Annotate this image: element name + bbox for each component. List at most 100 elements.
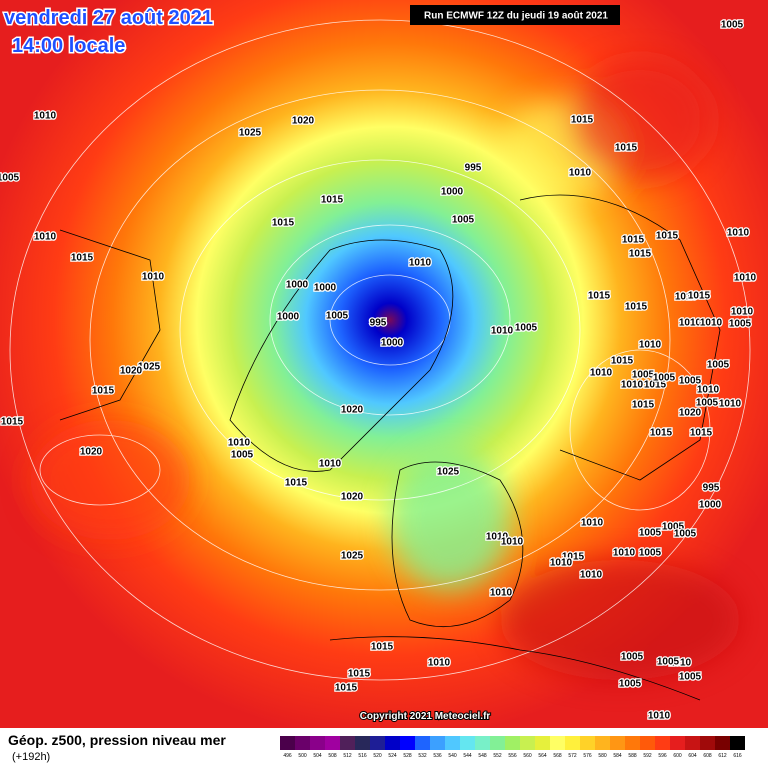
legend-label: 608: [703, 753, 712, 759]
isobar-label: 1005: [721, 20, 744, 31]
isobar-label: 1010: [734, 273, 757, 284]
legend-swatch: [445, 736, 460, 750]
isobar-label: 1005: [679, 376, 702, 387]
legend-swatch: [565, 736, 580, 750]
isobar-label: 995: [370, 318, 387, 329]
isobar-label: 1010: [34, 111, 57, 122]
isobar-labels: 1010102510201015101510059951010100010151…: [0, 18, 758, 723]
isobar-label: 1025: [239, 128, 262, 139]
isobar-label: 1005: [674, 529, 697, 540]
isobar-label: 1005: [515, 323, 538, 334]
legend-label: 576: [583, 753, 592, 759]
run-info: Run ECMWF 12Z du jeudi 19 août 2021: [424, 11, 608, 22]
isobar-label: 1010: [228, 438, 251, 449]
isobar-label: 1015: [622, 235, 645, 246]
legend-swatch: [610, 736, 625, 750]
isobar-label: 1005: [707, 360, 730, 371]
legend-label: 528: [403, 753, 412, 759]
legend-label: 592: [643, 753, 652, 759]
legend-swatch: [355, 736, 370, 750]
legend-label: 500: [298, 753, 307, 759]
isobar-label: 1020: [292, 116, 315, 127]
run-box: [410, 5, 620, 25]
isobar-label: 1010: [34, 232, 57, 243]
isobar-label: 1010: [409, 258, 432, 269]
isobar-label: 1025: [138, 362, 161, 373]
isobar-label: 1015: [321, 195, 344, 206]
isobar-label: 1020: [120, 366, 143, 377]
footer-title: Géop. z500, pression niveau mer: [8, 732, 226, 748]
isobar-label: 1015: [272, 218, 295, 229]
legend-label: 548: [478, 753, 487, 759]
isobar-label: 1005: [231, 450, 254, 461]
isobar-label: 1015: [562, 552, 585, 563]
isobar-label: 1015: [644, 380, 667, 391]
isobar-label: 1010: [700, 318, 723, 329]
legend-swatch: [625, 736, 640, 750]
isobar-label: 1015: [371, 642, 394, 653]
isobar-label: 1000: [441, 187, 464, 198]
isobar-label: 1005: [696, 398, 719, 409]
isobar-label: 995: [703, 483, 720, 494]
legend-swatch: [310, 736, 325, 750]
isobar-label: 1015: [92, 386, 115, 397]
legend-label: 572: [568, 753, 577, 759]
isobar-label: 1010: [669, 658, 692, 669]
isobar-label: 1010: [581, 518, 604, 529]
isobar-label: 1010: [580, 570, 603, 581]
isobar-label: 1010: [613, 548, 636, 559]
coastlines: [59, 194, 721, 701]
legend-swatch: [490, 736, 505, 750]
isobar-label: 1005: [619, 679, 642, 690]
legend-swatch: [460, 736, 475, 750]
isobar-label: 1025: [341, 551, 364, 562]
legend-label: 612: [718, 753, 727, 759]
isobar-label: 1000: [381, 338, 404, 349]
legend-label: 552: [493, 753, 502, 759]
legend-label: 536: [433, 753, 442, 759]
legend-label: 568: [553, 753, 562, 759]
isobar-label: 1010: [731, 307, 754, 318]
legend-label: 600: [673, 753, 682, 759]
isobar-label: 1005: [326, 311, 349, 322]
legend-swatch: [670, 736, 685, 750]
isobar-label: 1005: [679, 672, 702, 683]
isobar-label: 1015: [348, 669, 371, 680]
legend-swatch: [550, 736, 565, 750]
legend-label: 532: [418, 753, 427, 759]
legend-label: 512: [343, 753, 352, 759]
legend-swatch: [280, 736, 295, 750]
legend-swatch: [655, 736, 670, 750]
legend-label: 604: [688, 753, 697, 759]
legend-label: 564: [538, 753, 547, 759]
isobar-label: 1015: [335, 683, 358, 694]
legend-label: 556: [508, 753, 517, 759]
legend-swatch: [580, 736, 595, 750]
legend-swatch: [370, 736, 385, 750]
legend-swatch: [295, 736, 310, 750]
isobar-label: 1015: [650, 428, 673, 439]
isobar-label: 1005: [452, 215, 475, 226]
isobar-label: 1005: [639, 548, 662, 559]
isobar-label: 1000: [286, 280, 309, 291]
legend-label: 616: [733, 753, 742, 759]
legend-swatch: [595, 736, 610, 750]
isobar-label: 1015: [656, 231, 679, 242]
isobar-label: 1015: [588, 291, 611, 302]
legend-swatch: [505, 736, 520, 750]
isobar-label: 1010: [319, 459, 342, 470]
isobar-label: 1020: [679, 408, 702, 419]
isobar-label: 1010: [501, 537, 524, 548]
isobar-label: 1015: [632, 400, 655, 411]
color-legend: 496 500 504 508 512 516 520 524 528 532 536 540 544 5…: [280, 736, 745, 759]
legend-label: 588: [628, 753, 637, 759]
legend-swatch: [325, 736, 340, 750]
legend-swatch: [535, 736, 550, 750]
isobar-label: 1010: [590, 368, 613, 379]
isobar-label: 1015: [285, 478, 308, 489]
isobar-label: 1015: [629, 249, 652, 260]
date: vendredi 27 août 2021: [4, 7, 213, 29]
copyright: Copyright 2021 Meteociel.fr: [360, 711, 491, 722]
isobar-label: 1015: [690, 428, 713, 439]
